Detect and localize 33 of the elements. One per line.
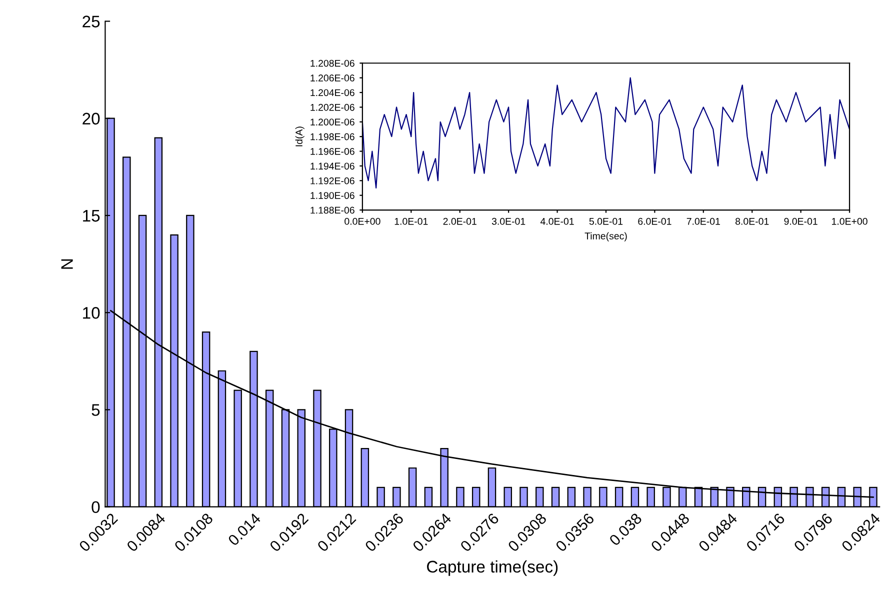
y-tick-label: 1.194E-06 xyxy=(310,162,354,170)
x-tick-label: 8.0E-01 xyxy=(736,218,769,225)
y-tick-label: 1.206E-06 xyxy=(310,74,354,82)
y-axis-title: N xyxy=(61,259,73,269)
y-tick-label: 1.196E-06 xyxy=(310,148,354,155)
y-tick-label: 1.190E-06 xyxy=(310,192,354,199)
y-tick-label: 10 xyxy=(83,307,100,319)
x-tick-label: 3.0E-01 xyxy=(492,218,526,225)
y-tick-label: 1.198E-06 xyxy=(310,133,354,140)
x-tick-label: 5.0E-01 xyxy=(589,218,623,225)
y-tick-label: 20 xyxy=(82,112,100,125)
y-tick-label: 1.204E-06 xyxy=(310,89,354,96)
x-tick-label: 2.0E-01 xyxy=(443,218,476,225)
y-tick-label: 1.192E-06 xyxy=(310,177,354,184)
x-tick-label: 6.0E-01 xyxy=(638,218,672,225)
y-axis-title: Id(A) xyxy=(295,126,304,146)
x-tick-label: 1.0E+00 xyxy=(832,218,868,225)
y-tick-label: 5 xyxy=(92,404,100,416)
x-tick-label: 1.0E-01 xyxy=(394,218,428,225)
y-tick-label: 1.208E-06 xyxy=(310,60,354,67)
y-tick-label: 1.200E-06 xyxy=(310,118,354,126)
x-tick-label: 7.0E-01 xyxy=(686,218,720,225)
x-tick-label: 0.0E+00 xyxy=(344,218,380,225)
y-tick-label: 1.202E-06 xyxy=(310,104,354,111)
y-tick-label: 1.188E-06 xyxy=(310,206,354,214)
x-tick-label: 9.0E-01 xyxy=(784,218,818,225)
y-tick-label: 0 xyxy=(92,501,100,514)
x-axis-title: Time(sec) xyxy=(584,232,627,242)
y-tick-label: 25 xyxy=(82,16,100,28)
x-tick-label: 4.0E-01 xyxy=(540,218,574,225)
x-axis-title: Capture time(sec) xyxy=(427,560,558,576)
line-series xyxy=(362,77,850,189)
y-tick-label: 15 xyxy=(83,210,100,222)
